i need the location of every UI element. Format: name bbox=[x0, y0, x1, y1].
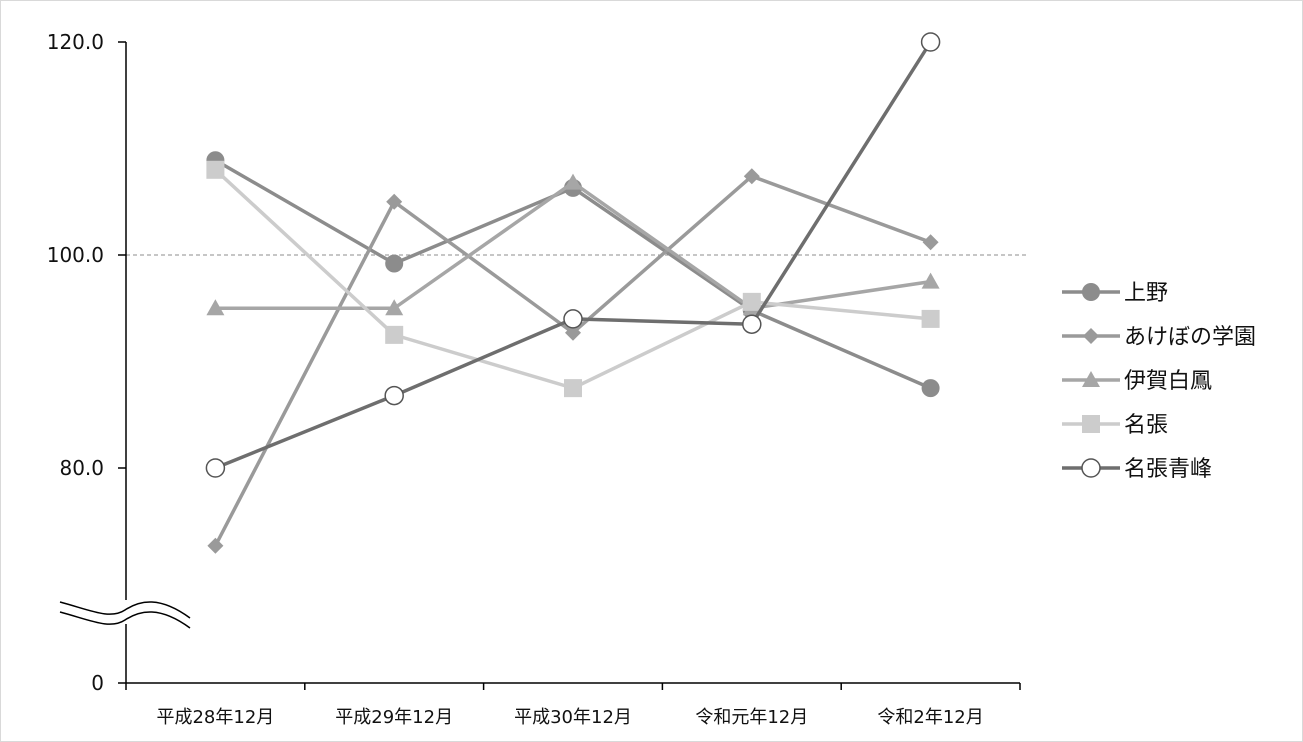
data-point bbox=[742, 314, 762, 334]
y-tick-label: 100.0 bbox=[47, 243, 104, 267]
legend-item: 名張 bbox=[1062, 413, 1168, 438]
axis-break-line bbox=[59, 601, 191, 619]
data-point bbox=[920, 32, 941, 52]
axes: 120.0 100.0 80.0 0 平成28年12月 平成29年12月 平成30年12月 令… bbox=[47, 30, 1021, 728]
data-point bbox=[564, 379, 582, 398]
series-5 bbox=[205, 32, 941, 478]
legend-item: あけぼの学園 bbox=[1062, 325, 1256, 350]
legend-label: あけぼの学園 bbox=[1124, 325, 1256, 350]
data-point bbox=[921, 309, 940, 328]
data-point bbox=[385, 254, 404, 273]
legend-marker bbox=[1082, 371, 1100, 387]
data-point bbox=[563, 309, 583, 329]
axis-break-gap bbox=[123, 600, 129, 624]
data-point bbox=[384, 385, 404, 406]
axis-break-line bbox=[59, 611, 191, 629]
legend-label: 名張青峰 bbox=[1124, 457, 1212, 482]
data-point bbox=[385, 299, 404, 316]
x-tick-label: 平成30年12月 bbox=[514, 707, 632, 728]
legend-item: 伊賀白鳳 bbox=[1062, 369, 1212, 394]
x-tick-label: 平成29年12月 bbox=[335, 707, 453, 728]
data-point bbox=[564, 173, 582, 190]
data-point bbox=[742, 292, 761, 311]
series-4 bbox=[206, 160, 940, 398]
legend-label: 上野 bbox=[1124, 281, 1168, 306]
data-point bbox=[743, 168, 760, 185]
legend-marker bbox=[1081, 458, 1101, 478]
series-2 bbox=[207, 168, 939, 554]
legend-marker bbox=[1082, 283, 1100, 301]
x-tick-label: 令和2年12月 bbox=[877, 707, 983, 728]
data-point bbox=[206, 299, 225, 316]
legend-marker bbox=[1082, 415, 1100, 433]
data-point bbox=[922, 234, 939, 251]
data-point bbox=[206, 160, 225, 179]
data-point bbox=[385, 325, 404, 344]
legend-label: 名張 bbox=[1124, 413, 1168, 438]
series-lines bbox=[205, 32, 941, 554]
legend-label: 伊賀白鳳 bbox=[1124, 369, 1212, 394]
data-point bbox=[565, 324, 581, 341]
data-point bbox=[921, 379, 940, 398]
series-3 bbox=[206, 173, 940, 316]
data-point bbox=[205, 458, 226, 478]
data-point bbox=[386, 193, 403, 210]
series-line bbox=[213, 174, 932, 547]
y-tick-label: 120.0 bbox=[47, 30, 104, 54]
legend-item: 名張青峰 bbox=[1062, 457, 1212, 482]
legend-item: 上野 bbox=[1062, 281, 1168, 306]
x-tick-label: 平成28年12月 bbox=[156, 707, 274, 728]
y-tick-label: 0 bbox=[91, 671, 104, 695]
data-point bbox=[921, 272, 940, 289]
x-tick-label: 令和元年12月 bbox=[695, 707, 808, 728]
y-tick-label: 80.0 bbox=[59, 456, 104, 480]
data-point bbox=[207, 537, 224, 554]
legend-marker bbox=[1083, 328, 1099, 344]
